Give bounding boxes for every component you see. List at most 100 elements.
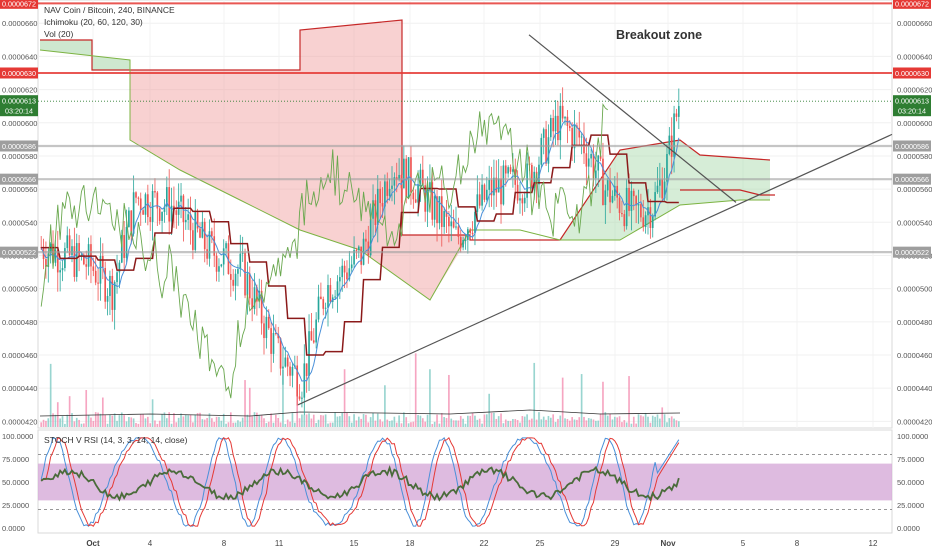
candle-body [459, 236, 462, 248]
candle-body [445, 211, 448, 217]
volume-bar [246, 414, 249, 427]
volume-bar [528, 419, 531, 427]
candle-body [485, 189, 488, 200]
candle-body [175, 210, 178, 215]
candle-body [113, 282, 116, 310]
candle-body [618, 197, 621, 214]
volume-bar [73, 421, 76, 427]
candle-body [277, 333, 280, 339]
candle-body [666, 154, 668, 182]
price-badge-right-time: 03:20:14 [898, 107, 926, 116]
candle-body [386, 181, 389, 196]
volume-bar [400, 423, 403, 427]
candle-body [215, 255, 218, 272]
candle-body [208, 231, 211, 259]
volume-bar [298, 418, 301, 427]
volume-bar [519, 422, 521, 427]
price-badge-left-value: 0.0000613 [2, 97, 36, 106]
volume-bar [623, 420, 626, 427]
candle-body [203, 221, 206, 250]
candle-body [71, 246, 73, 256]
candle-body [417, 184, 419, 203]
volume-bar [47, 418, 50, 427]
candle-body [248, 273, 251, 299]
volume-bar [123, 415, 125, 427]
badge-left-text: 0.0000630 [2, 69, 36, 78]
volume-bar [417, 415, 419, 427]
volume-bar [369, 417, 372, 427]
candle-body [54, 249, 57, 263]
volume-bar [75, 417, 78, 427]
badge-left [0, 140, 38, 152]
volume-bar [459, 415, 462, 427]
candle-body [478, 194, 481, 206]
volume-bar [557, 418, 559, 427]
candle-body [56, 249, 59, 273]
volume-bar [256, 412, 258, 427]
candle-body [180, 195, 182, 202]
time-tick: 5 [741, 539, 746, 548]
volume-bar [258, 415, 261, 427]
osc-tick-right: 75.0000 [897, 455, 924, 464]
time-tick: 8 [222, 539, 227, 548]
price-tick-right: 0.0000640 [897, 52, 932, 61]
volume-bar [445, 418, 448, 427]
volume-bar [644, 412, 647, 427]
volume-bar [142, 414, 144, 427]
price-tick-right: 0.0000580 [897, 152, 932, 161]
volume-bar [613, 416, 616, 427]
candle-body [483, 184, 486, 200]
candle-body [78, 243, 80, 257]
volume-bar [531, 418, 533, 427]
candle-body [540, 137, 543, 165]
candle-body [450, 221, 453, 227]
volume-bar [471, 412, 474, 427]
volume-bar [376, 413, 379, 427]
volume-bar [286, 419, 289, 427]
candle-body [580, 136, 583, 138]
volume-bar [275, 414, 277, 427]
volume-bar [301, 414, 303, 427]
volume-bar [497, 416, 500, 427]
candle-body [462, 240, 464, 248]
price-tick-left: 0.0000600 [2, 119, 37, 128]
volume-bar [663, 414, 666, 427]
volume-bar [282, 369, 284, 427]
candle-body [201, 221, 204, 238]
candle-body [367, 241, 370, 256]
volume-bar [49, 363, 52, 427]
candle-body [637, 204, 640, 206]
volume-bar [97, 412, 99, 427]
candle-body [225, 243, 227, 249]
volume-bar [455, 420, 457, 427]
volume-bar [165, 418, 168, 427]
candle-body [80, 254, 83, 257]
candle-body [474, 211, 476, 234]
volume-bar [289, 421, 291, 427]
volume-bar [476, 419, 479, 427]
candle-body [298, 396, 301, 399]
candle-body [315, 319, 317, 343]
ichimoku-cloud [39, 19, 775, 301]
candle-body [284, 357, 287, 367]
candle-body [464, 239, 467, 241]
volume-bar [305, 414, 308, 427]
candle-body [376, 188, 379, 226]
candle-body [260, 290, 263, 324]
candle-body [227, 243, 230, 275]
volume-bar [85, 389, 88, 427]
candle-body [512, 169, 514, 172]
volume-bar [395, 422, 398, 427]
time-tick: 18 [406, 539, 415, 548]
volume-bar [490, 412, 493, 427]
candle-body [161, 211, 163, 221]
time-tick: 11 [275, 539, 284, 548]
candle-body [613, 185, 616, 196]
volume-bar [457, 420, 460, 427]
badge-left-text: 0.0000522 [2, 248, 36, 257]
volume-bar [540, 419, 543, 427]
volume-bar [561, 377, 564, 427]
main-pane[interactable] [37, 0, 893, 429]
volume-bar [602, 381, 604, 427]
candle-body [403, 158, 405, 189]
